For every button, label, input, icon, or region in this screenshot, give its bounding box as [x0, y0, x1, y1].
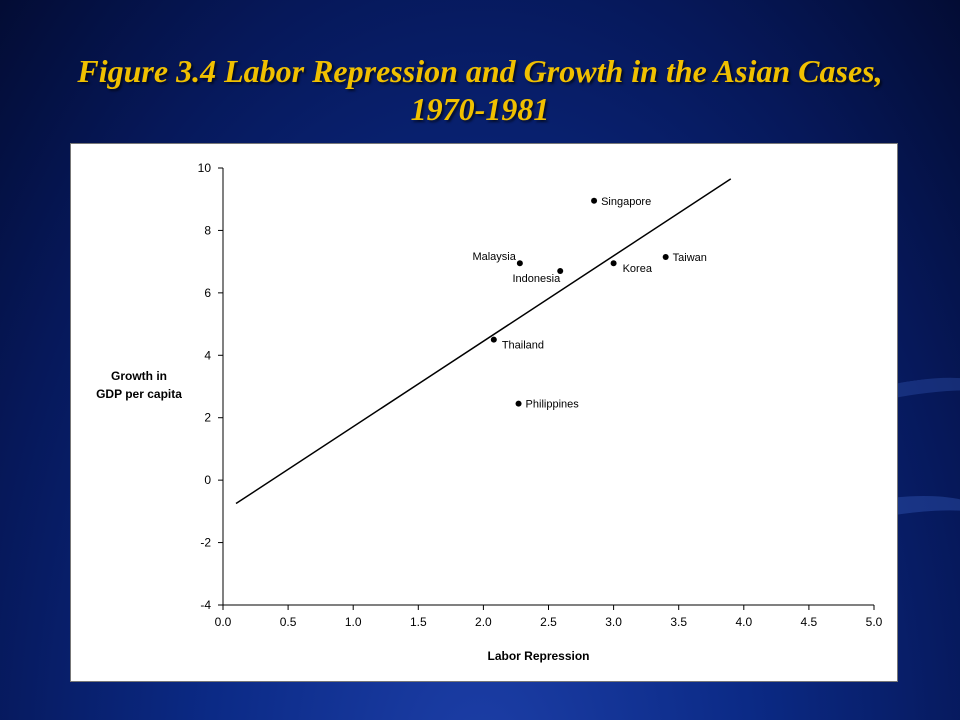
data-label-korea: Korea — [623, 263, 653, 275]
slide-title: Figure 3.4 Labor Repression and Growth i… — [40, 52, 920, 128]
x-tick-label: 3.5 — [670, 615, 687, 629]
data-point-indonesia — [557, 268, 564, 275]
slide-title-line-2: 1970-1981 — [410, 91, 550, 127]
data-point-taiwan — [662, 253, 669, 260]
x-tick-label: 0.0 — [215, 615, 232, 629]
y-tick-label: -2 — [200, 536, 211, 550]
y-tick-label: 0 — [204, 473, 211, 487]
data-label-thailand: Thailand — [502, 340, 544, 352]
y-tick-label: -4 — [200, 598, 211, 612]
y-tick-label: 2 — [204, 411, 211, 425]
data-label-indonesia: Indonesia — [512, 273, 561, 285]
data-point-thailand — [490, 336, 497, 343]
trend-line — [235, 178, 732, 505]
chart-panel: 10 8 6 4 2 0 -2 -4 0.0 0.5 1.0 1.5 2.0 2.5 3.0 3.5 4.0 4.… — [70, 143, 898, 682]
slide-title-line-1: Figure 3.4 Labor Repression and Growth i… — [77, 53, 883, 89]
x-tick-label: 1.0 — [345, 615, 362, 629]
x-axis-title: Labor Repression — [487, 649, 589, 663]
data-label-taiwan: Taiwan — [673, 252, 707, 264]
data-label-singapore: Singapore — [601, 196, 651, 208]
data-point-philippines — [515, 400, 522, 407]
x-tick-label: 5.0 — [866, 615, 883, 629]
data-label-malaysia: Malaysia — [472, 251, 516, 263]
y-tick-label: 4 — [204, 348, 211, 362]
data-label-philippines: Philippines — [526, 399, 580, 411]
y-tick-label: 6 — [204, 286, 211, 300]
x-tick-label: 1.5 — [410, 615, 427, 629]
y-axis-title-line: Growth in — [111, 369, 167, 383]
data-point-malaysia — [516, 260, 523, 267]
x-tick-label: 0.5 — [280, 615, 297, 629]
x-tick-label: 3.0 — [605, 615, 622, 629]
y-tick-label: 10 — [198, 161, 212, 175]
scatter-chart: 10 8 6 4 2 0 -2 -4 0.0 0.5 1.0 1.5 2.0 2.5 3.0 3.5 4.0 4.… — [96, 161, 883, 663]
data-point-singapore — [591, 197, 598, 204]
y-axis-title-line: GDP per capita — [96, 387, 182, 401]
x-tick-label: 2.0 — [475, 615, 492, 629]
x-tick-label: 4.0 — [735, 615, 752, 629]
x-tick-label: 2.5 — [540, 615, 557, 629]
y-tick-label: 8 — [204, 223, 211, 237]
data-point-korea — [610, 260, 617, 267]
x-tick-label: 4.5 — [801, 615, 818, 629]
